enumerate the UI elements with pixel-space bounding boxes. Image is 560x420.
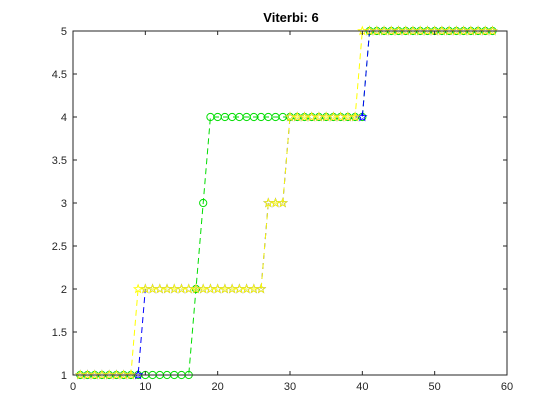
data-point (277, 197, 288, 208)
data-point (125, 369, 137, 380)
chart-title: Viterbi: 6 (263, 10, 318, 25)
series-2 (75, 25, 498, 380)
data-point (349, 111, 361, 122)
data-point (205, 283, 216, 294)
series-line-1 (80, 30, 493, 376)
y-tick-label: 2.5 (52, 241, 67, 253)
y-tick-label: 4.5 (52, 69, 67, 81)
data-point (183, 283, 194, 294)
series-line-2 (80, 30, 493, 376)
series-line-0 (80, 30, 493, 376)
series-1 (75, 25, 498, 380)
y-tick-label: 2 (61, 284, 67, 296)
axes: 0 10 20 30 40 50 60 1 1.5 2 2.5 3 3.5 4 4.5 5 (52, 26, 513, 393)
data-point (263, 197, 274, 208)
y-tick-label: 3 (61, 198, 67, 210)
y-tick-label: 1 (61, 370, 67, 382)
data-point (212, 283, 223, 294)
y-tick-label: 4 (61, 112, 67, 124)
axes-box (72, 30, 508, 376)
x-tick-label: 50 (429, 381, 441, 393)
series-0 (76, 26, 497, 380)
data-point (255, 283, 267, 294)
data-point (234, 283, 245, 294)
plot-area (75, 25, 498, 380)
x-tick-label: 20 (212, 381, 224, 393)
data-point (487, 25, 498, 36)
x-tick-label: 0 (70, 381, 76, 393)
x-tick-label: 60 (501, 381, 513, 393)
y-tick-label: 3.5 (52, 155, 67, 167)
y-tick-label: 5 (61, 26, 67, 38)
x-tick-label: 30 (284, 381, 296, 393)
data-point (132, 283, 144, 294)
data-point (199, 198, 208, 208)
y-tick-label: 1.5 (52, 327, 67, 339)
x-tick-label: 40 (356, 381, 368, 393)
data-point (154, 283, 165, 294)
x-tick-label: 10 (139, 381, 151, 393)
